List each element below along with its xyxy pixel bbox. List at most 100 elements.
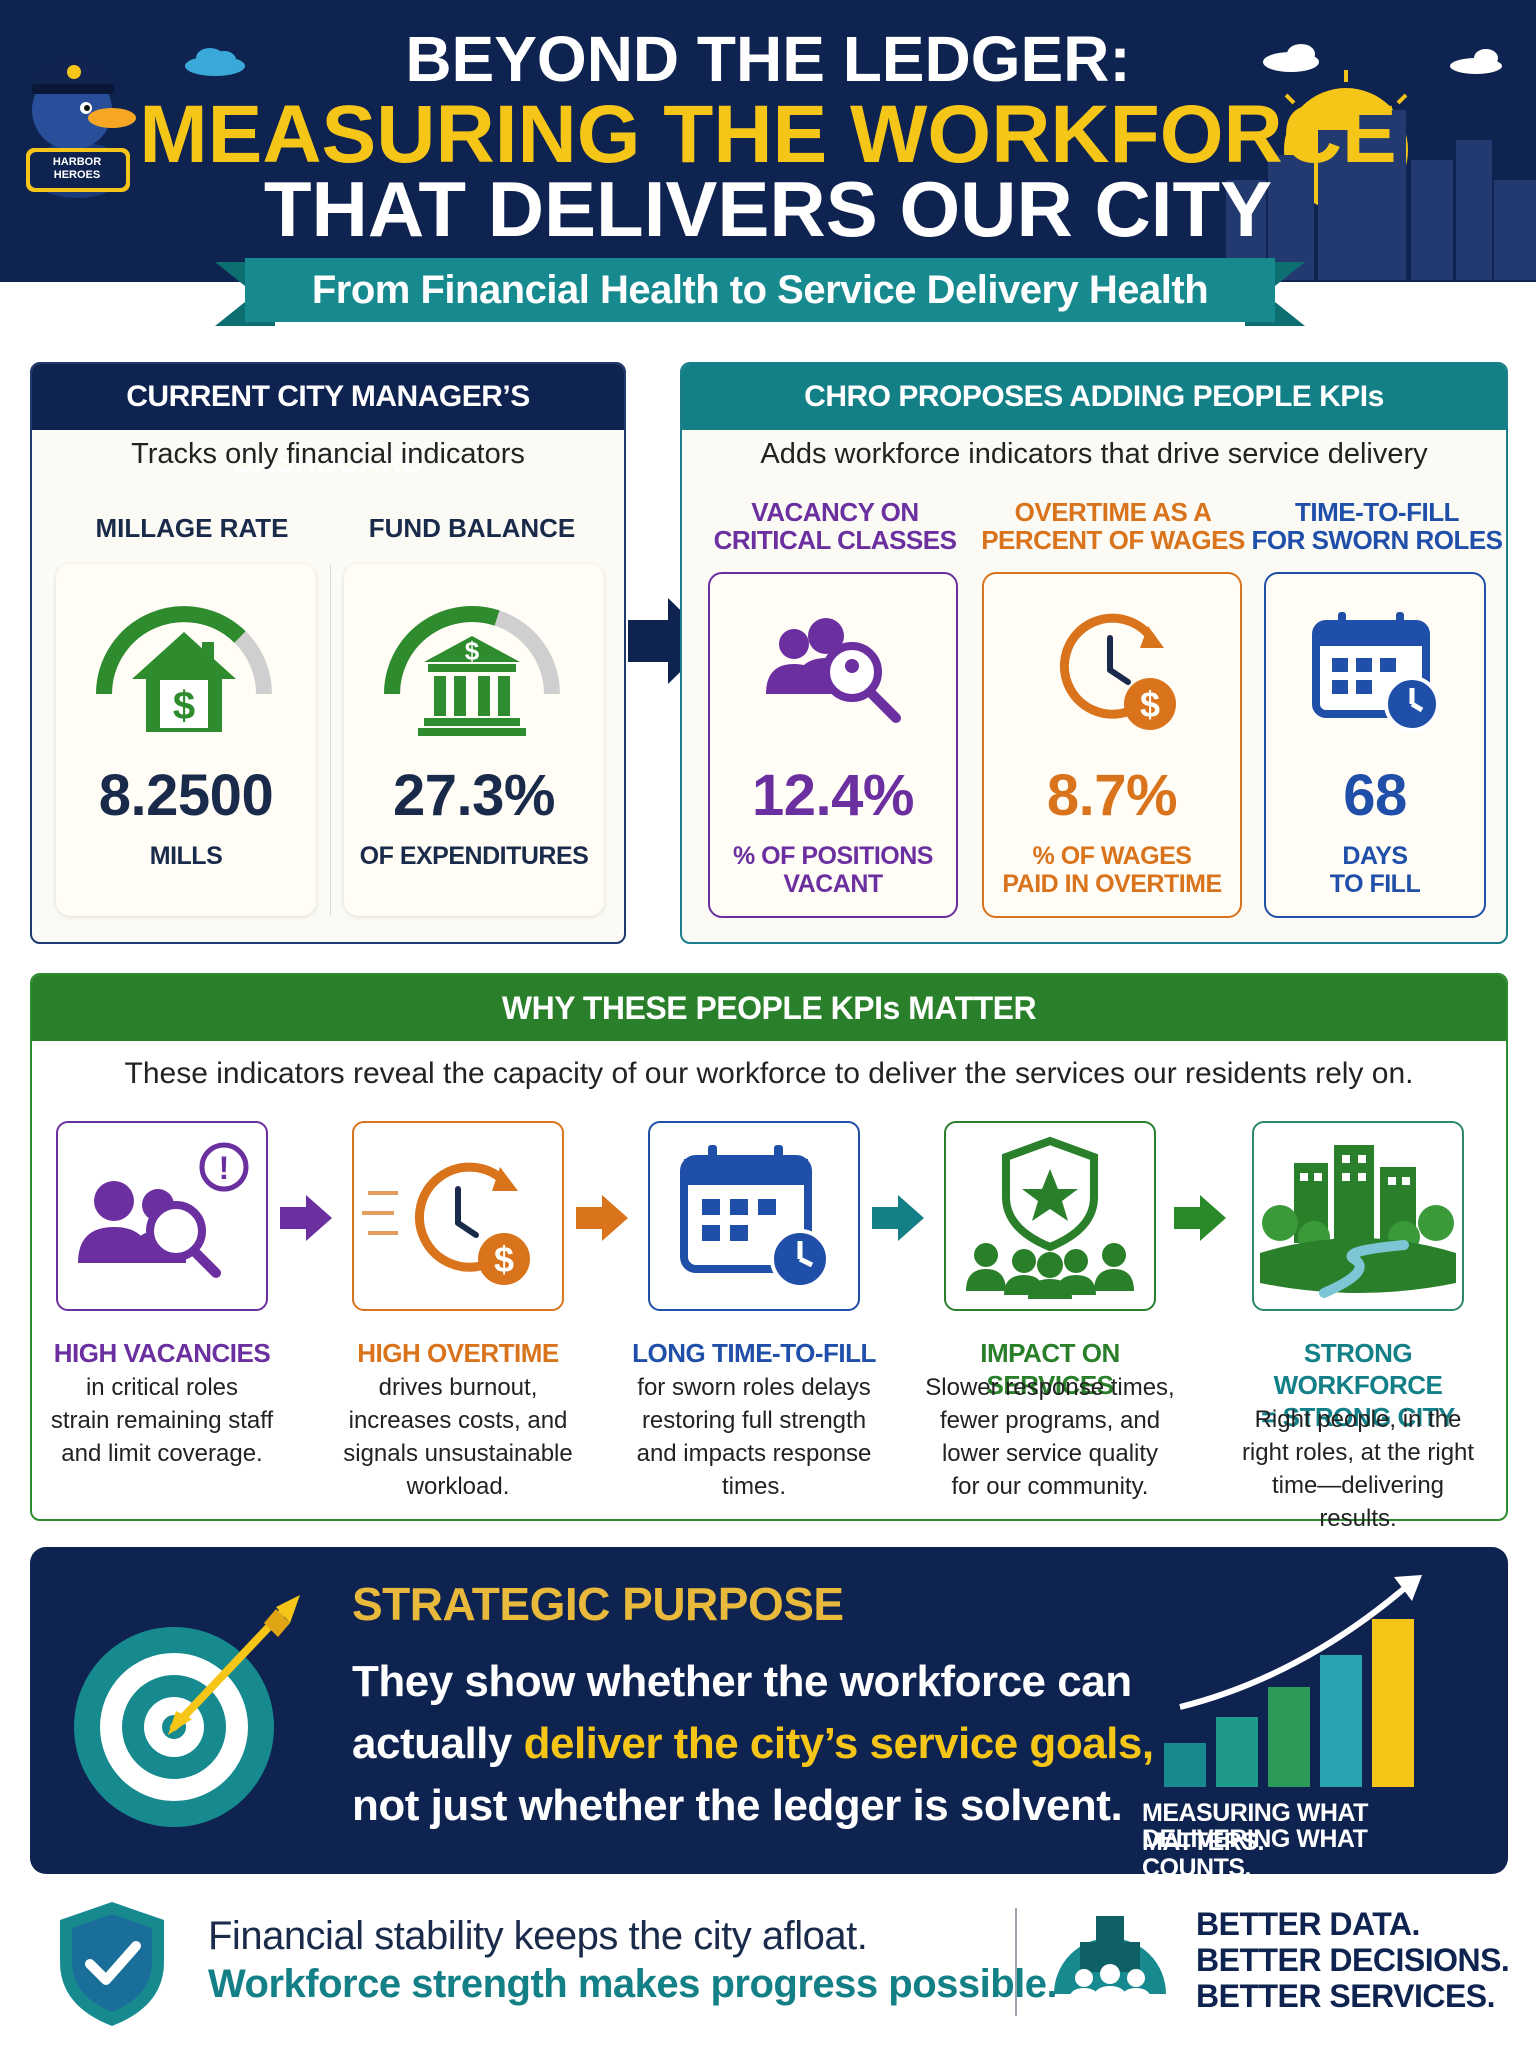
city-skyline-sun-icon (1226, 44, 1536, 280)
kpi-label-ttf-1: TIME-TO-FILL (1295, 497, 1459, 527)
why-title-strong-city: STRONG WORKFORCE = STRONG CITY (1233, 1337, 1483, 1433)
arrow-right-icon (628, 598, 712, 684)
strategic-highlight: deliver the city’s service goals, (523, 1719, 1155, 1768)
why-card-time-to-fill (648, 1121, 860, 1311)
footer-line-2: Workforce strength makes progress possib… (208, 1962, 1058, 2006)
why-body-time-to-fill: for sworn roles delays restoring full st… (629, 1371, 879, 1503)
why-body-impact: Slower response times, fewer programs, a… (925, 1371, 1175, 1503)
proposed-kpis-subheading: Adds workforce indicators that drive ser… (760, 438, 1428, 470)
people-alert-icon: ! (78, 1142, 249, 1278)
kpi-value-millage: 8.2500 (98, 763, 274, 828)
why-card-vacancies: ! (56, 1121, 268, 1311)
current-dashboard-subheading: Tracks only financial indicators (131, 438, 525, 470)
current-dashboard-panel: CURRENT CITY MANAGER’S DASHBOARD Tracks … (30, 362, 626, 944)
shield-community-icon (966, 1136, 1134, 1299)
gauge-icon: $ (384, 606, 560, 736)
why-body-line: drives burnout, (378, 1374, 538, 1401)
why-title-vacancies: HIGH VACANCIES (53, 1338, 271, 1368)
why-body-line: signals unsustainable (343, 1440, 573, 1467)
svg-text:$: $ (494, 1239, 514, 1280)
why-section: WHY THESE PEOPLE KPIs MATTER These indic… (30, 973, 1508, 1532)
bank-dollar-icon: $ (418, 636, 526, 736)
kpi-value-vacancy: 12.4% (752, 763, 914, 828)
why-title-time-to-fill: LONG TIME-TO-FILL (632, 1338, 876, 1368)
kpi-card-fund-balance (344, 564, 604, 916)
why-body-line: strain remaining staff (50, 1407, 274, 1434)
clock-dollar-icon: $ (362, 1162, 530, 1285)
why-body-line: Slower response times, (925, 1374, 1175, 1401)
footer-line-1: Financial stability keeps the city afloa… (208, 1914, 868, 1958)
why-body-line: times. (721, 1473, 786, 1500)
svg-text:!: ! (219, 1150, 230, 1186)
strategic-tagline-1: MEASURING WHAT MATTERS. (1142, 1799, 1368, 1856)
why-body-line: lower service quality (941, 1440, 1159, 1467)
calendar-clock-icon (680, 1145, 830, 1289)
house-dollar-icon: $ (132, 632, 236, 732)
why-title-line: STRONG WORKFORCE (1273, 1338, 1443, 1400)
footer-right-2: BETTER DECISIONS. (1196, 1942, 1510, 1978)
why-body-line: right roles, at the right (1241, 1439, 1475, 1466)
kpi-label-overtime-1: OVERTIME AS A (1014, 497, 1212, 527)
people-magnifier-icon (766, 618, 901, 723)
why-title-overtime: HIGH OVERTIME (357, 1338, 559, 1368)
why-body-line: restoring full strength (641, 1407, 867, 1434)
why-body-line: in critical roles (85, 1374, 239, 1401)
kpi-unit-millage: MILLS (149, 842, 223, 870)
strategic-line-2-text: actually (352, 1719, 524, 1768)
strategic-tagline-2: DELIVERING WHAT COUNTS. (1142, 1825, 1368, 1874)
svg-text:$: $ (173, 684, 195, 728)
divider (330, 564, 331, 916)
kpi-label-overtime-2: PERCENT OF WAGES (981, 525, 1245, 555)
target-arrow-icon (74, 1595, 300, 1827)
current-dashboard-heading: CURRENT CITY MANAGER’S DASHBOARD (32, 364, 624, 479)
subtitle-ribbon (215, 258, 1305, 326)
title-line-2: MEASURING THE WORKFORCE (139, 89, 1397, 180)
cloud-icon (185, 48, 245, 76)
mascot-text: HARBOR HEROES (52, 156, 102, 181)
kpi-unit-ttf-2: TO FILL (1329, 870, 1421, 898)
why-body-line: Right people, in the (1254, 1406, 1462, 1433)
kpi-unit-fund-balance: OF EXPENDITURES (359, 842, 589, 870)
footer-right-3: BETTER SERVICES. (1196, 1978, 1496, 2014)
proposed-kpis-heading: CHRO PROPOSES ADDING PEOPLE KPIs (682, 364, 1506, 430)
why-body-line: and impacts response (636, 1440, 872, 1467)
header-banner: HARBOR HEROES BEYOND THE LEDGER: MEASURI… (0, 0, 1536, 282)
why-card-overtime: $ (352, 1121, 564, 1311)
why-body-line: and limit coverage. (61, 1440, 263, 1467)
kpi-unit-overtime-2: PAID IN OVERTIME (1002, 870, 1222, 898)
title-line-1: BEYOND THE LEDGER: (405, 23, 1131, 95)
arrow-right-icon (1174, 1195, 1226, 1241)
why-card-strong-city (1252, 1121, 1464, 1311)
why-title-line: = STRONG CITY (1261, 1402, 1455, 1432)
city-park-icon (1260, 1145, 1456, 1298)
why-body-line: for our community. (951, 1473, 1149, 1500)
shield-check-icon (60, 1902, 164, 2026)
strategic-title: STRATEGIC PURPOSE (352, 1578, 844, 1630)
city-hall-people-icon (1054, 1916, 1166, 2004)
why-body-line: workload. (406, 1473, 510, 1500)
kpi-unit-vacancy-1: % OF POSITIONS (733, 842, 933, 870)
duck-mascot-logo (26, 56, 136, 198)
why-body-line: time—delivering results. (1271, 1472, 1445, 1532)
strategic-line-2: actually deliver the city’s service goal… (352, 1719, 1154, 1769)
kpi-card-overtime (982, 572, 1242, 918)
kpi-label-ttf-2: FOR SWORN ROLES (1251, 525, 1503, 555)
kpi-unit-ttf-1: DAYS (1342, 842, 1408, 870)
why-body-line: for sworn roles delays (637, 1374, 871, 1401)
svg-text:$: $ (465, 636, 480, 666)
subtitle-text: From Financial Health to Service Deliver… (311, 268, 1209, 312)
why-body-line: increases costs, and (348, 1407, 568, 1434)
why-body-line: fewer programs, and (939, 1407, 1161, 1434)
kpi-label-fund-balance: FUND BALANCE (368, 513, 576, 543)
svg-text:$: $ (1140, 684, 1160, 725)
why-heading: WHY THESE PEOPLE KPIs MATTER (32, 975, 1506, 1041)
arrow-right-icon (576, 1195, 628, 1241)
kpi-label-vacancy-1: VACANCY ON (751, 497, 919, 527)
kpi-value-fund-balance: 27.3% (393, 763, 555, 828)
kpi-value-overtime: 8.7% (1046, 763, 1178, 828)
footer-right-1: BETTER DATA. (1196, 1906, 1420, 1942)
kpi-label-millage: MILLAGE RATE (95, 513, 289, 543)
calendar-clock-icon (1312, 612, 1440, 732)
gauge-icon: $ (96, 606, 272, 732)
kpi-label-vacancy-2: CRITICAL CLASSES (713, 525, 957, 555)
